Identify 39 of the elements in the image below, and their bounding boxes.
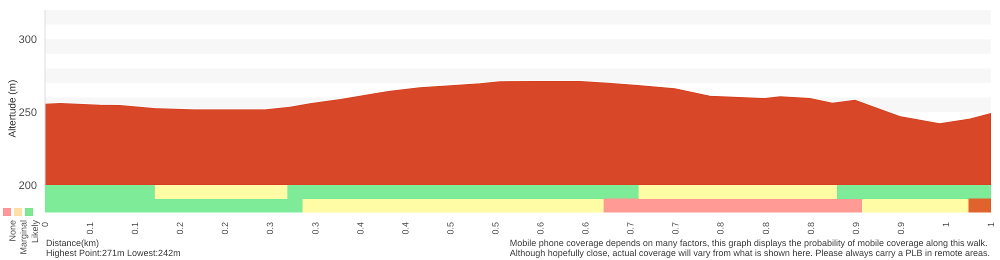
bar	[154, 185, 288, 199]
x-tick-label: 0.1	[85, 222, 96, 235]
x-tick-label: 0.2	[220, 222, 230, 235]
bar	[302, 198, 604, 212]
x-tick-label: 0.5	[490, 222, 500, 235]
text: Mobile phone coverage depends on many factors, this graph displays the probability of mobile coverage along this walk.	[510, 238, 989, 248]
x-tick-label: 0.3	[310, 222, 320, 235]
x-tick-label: 0.1	[130, 222, 140, 235]
text: Although hopefully close, actual coverage will vary from what is shown here. Please always carry a PLB in remote areas.	[510, 248, 990, 258]
x-tick-label: 0.7	[626, 222, 636, 235]
x-tick-label: 0.9	[850, 222, 861, 235]
x-tick-label: 0	[40, 222, 50, 228]
x-tick-label: 0.8	[806, 222, 816, 235]
x-tick-label: 0.5	[445, 222, 456, 235]
y-axis-title: Altertude (m)	[8, 80, 19, 138]
x-tick-label: 0.7	[670, 222, 681, 235]
y-tick-label: 200	[18, 180, 37, 192]
x-tick-label: 0.6	[536, 222, 546, 235]
x-tick-label: 0.8	[716, 222, 726, 235]
bar	[968, 198, 991, 212]
text: Marginal	[18, 220, 30, 255]
text: Likely	[29, 220, 41, 244]
y-tick-label: 250	[18, 106, 37, 119]
x-tick-label: 0.2	[175, 222, 186, 235]
x-tick-label: 0.9	[896, 222, 906, 235]
y-tick-label: 300	[18, 34, 37, 46]
x-tick-label: 0.3	[265, 222, 276, 235]
x-tick-label: 1	[940, 222, 951, 228]
x-tick-label: 0.4	[400, 222, 410, 235]
x-tick-label: 0.8	[760, 222, 771, 235]
x-tick-label: 1	[986, 222, 996, 228]
bar	[604, 198, 862, 212]
x-tick-label: 0.4	[355, 222, 366, 235]
text: None	[7, 220, 19, 242]
text: Highest Point:271m Lowest:242m	[46, 248, 181, 258]
bar	[638, 185, 837, 199]
x-axis-title: Distance(km)	[46, 238, 100, 248]
bar	[862, 198, 968, 212]
x-tick-label: 0.6	[580, 222, 591, 235]
